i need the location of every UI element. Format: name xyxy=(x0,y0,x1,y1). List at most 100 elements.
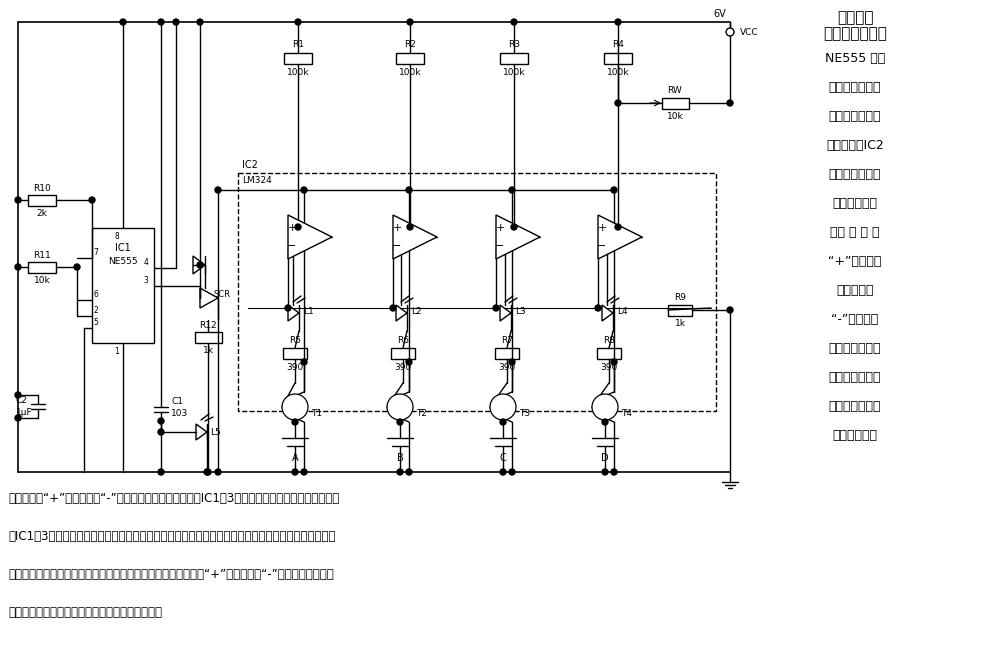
Text: A: A xyxy=(291,453,298,463)
Text: D: D xyxy=(601,453,609,463)
Text: R6: R6 xyxy=(397,335,409,345)
Text: 在IC1的3脚为低电平时截止，电池以小电流通过集电极放电，发光管也随之周期性发光（因放电电流较: 在IC1的3脚为低电平时截止，电池以小电流通过集电极放电，发光管也随之周期性发光… xyxy=(8,530,336,543)
Text: 因此比较器输出: 因此比较器输出 xyxy=(829,342,881,355)
Circle shape xyxy=(490,394,516,420)
Circle shape xyxy=(295,224,301,230)
Circle shape xyxy=(390,305,396,311)
Circle shape xyxy=(595,305,601,311)
Circle shape xyxy=(511,224,517,230)
Text: 多谐振荡器，其: 多谐振荡器，其 xyxy=(829,81,881,94)
Text: R1: R1 xyxy=(292,39,304,48)
Circle shape xyxy=(511,19,517,25)
Text: 390: 390 xyxy=(498,363,516,371)
Polygon shape xyxy=(598,215,642,259)
Circle shape xyxy=(215,469,221,475)
Text: +: + xyxy=(287,223,296,233)
Circle shape xyxy=(15,392,21,398)
Text: L3: L3 xyxy=(515,307,526,315)
Circle shape xyxy=(215,187,221,193)
Polygon shape xyxy=(602,305,613,321)
Text: 7: 7 xyxy=(93,248,98,256)
Text: 100k: 100k xyxy=(286,68,309,76)
Text: 6: 6 xyxy=(93,290,98,299)
Text: 103: 103 xyxy=(171,408,188,418)
Text: L1: L1 xyxy=(303,307,314,315)
Text: VCC: VCC xyxy=(740,27,758,37)
Circle shape xyxy=(509,187,515,193)
Text: 不亮。当接人电: 不亮。当接人电 xyxy=(829,400,881,413)
Circle shape xyxy=(592,394,618,420)
Text: C2: C2 xyxy=(16,396,27,404)
Circle shape xyxy=(509,359,515,365)
Circle shape xyxy=(500,469,506,475)
Circle shape xyxy=(611,469,617,475)
Circle shape xyxy=(407,19,413,25)
Circle shape xyxy=(205,469,211,475)
Circle shape xyxy=(292,419,298,425)
Text: 时，比较器“+”端电平低于“-”端，输出低电平，晶体管在IC1的3脚为高电平时导通，对电池充电。: 时，比较器“+”端电平低于“-”端，输出低电平，晶体管在IC1的3脚为高电平时导… xyxy=(8,492,339,505)
Text: L2: L2 xyxy=(411,307,422,315)
Circle shape xyxy=(120,19,126,25)
Circle shape xyxy=(611,359,617,365)
Circle shape xyxy=(301,469,307,475)
Text: LM324: LM324 xyxy=(242,175,272,185)
Circle shape xyxy=(285,305,291,311)
Circle shape xyxy=(611,187,617,193)
Bar xyxy=(284,53,312,64)
Text: +: + xyxy=(392,223,401,233)
Text: 拉电阵高于: 拉电阵高于 xyxy=(836,284,874,297)
Polygon shape xyxy=(288,215,332,259)
Text: 为电压比较器。: 为电压比较器。 xyxy=(829,168,881,181)
Circle shape xyxy=(727,100,733,106)
Bar xyxy=(662,98,689,109)
Circle shape xyxy=(295,19,301,25)
Circle shape xyxy=(406,469,412,475)
Bar xyxy=(195,332,222,343)
Text: 390: 390 xyxy=(600,363,618,371)
Text: R7: R7 xyxy=(501,335,513,345)
Text: 390: 390 xyxy=(286,363,304,371)
Bar xyxy=(283,348,307,359)
Text: IC1: IC1 xyxy=(115,243,130,253)
Text: 1k: 1k xyxy=(675,319,686,327)
Circle shape xyxy=(197,19,203,25)
Circle shape xyxy=(282,394,308,420)
Bar xyxy=(495,348,519,359)
Text: L5: L5 xyxy=(210,428,221,436)
Text: −: − xyxy=(495,241,504,251)
Text: 当不接人电池: 当不接人电池 xyxy=(833,197,877,210)
Bar xyxy=(500,53,528,64)
Text: R5: R5 xyxy=(289,335,301,345)
Text: 输出端控制可控: 输出端控制可控 xyxy=(829,110,881,123)
Circle shape xyxy=(493,305,499,311)
Polygon shape xyxy=(288,305,299,321)
Text: 10k: 10k xyxy=(33,276,50,284)
Text: NE555: NE555 xyxy=(108,256,137,266)
Circle shape xyxy=(615,224,621,230)
Text: B: B xyxy=(396,453,403,463)
Text: IC2: IC2 xyxy=(242,160,258,170)
Circle shape xyxy=(406,187,412,193)
Text: “-”端电平，: “-”端电平， xyxy=(831,313,879,326)
Bar xyxy=(668,305,692,316)
Text: 1k: 1k xyxy=(202,345,214,355)
Text: 2k: 2k xyxy=(36,208,47,218)
Circle shape xyxy=(158,429,164,435)
Text: +: + xyxy=(495,223,504,233)
Circle shape xyxy=(204,469,210,475)
Circle shape xyxy=(301,359,307,365)
Text: 时， 比 较 器: 时， 比 较 器 xyxy=(830,226,880,239)
Circle shape xyxy=(602,469,608,475)
Text: 高电平，发光管: 高电平，发光管 xyxy=(829,371,881,384)
Text: T3: T3 xyxy=(519,408,530,418)
Circle shape xyxy=(158,469,164,475)
Polygon shape xyxy=(396,305,407,321)
Text: −: − xyxy=(392,241,401,251)
Circle shape xyxy=(726,28,734,36)
Text: R11: R11 xyxy=(33,250,51,260)
Text: 压不足的电池: 压不足的电池 xyxy=(833,429,877,442)
Circle shape xyxy=(615,100,621,106)
Text: C: C xyxy=(499,453,506,463)
Text: R2: R2 xyxy=(404,39,416,48)
Text: RW: RW xyxy=(668,86,683,94)
